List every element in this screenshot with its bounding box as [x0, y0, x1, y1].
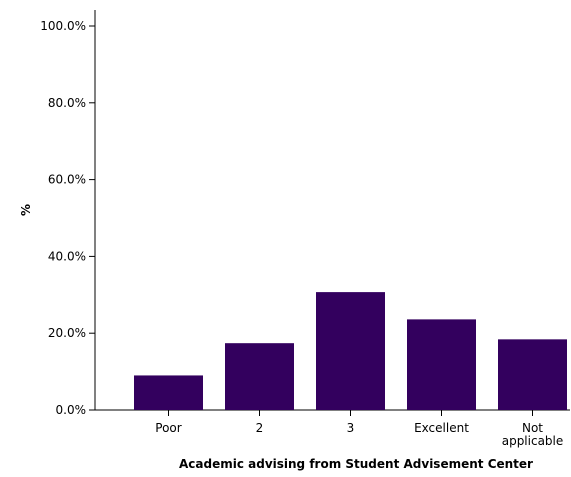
x-axis-tick-labels: Poor 2 3 Excellent Not applicable	[155, 410, 563, 448]
bar	[316, 292, 385, 410]
y-tick-label: 80.0%	[48, 96, 86, 110]
x-tick-label: 2	[256, 421, 264, 435]
x-tick-label: 3	[347, 421, 355, 435]
bars-group	[134, 292, 567, 410]
bar	[407, 319, 476, 410]
x-tick-label: Excellent	[414, 421, 469, 435]
y-tick-label: 20.0%	[48, 326, 86, 340]
y-tick-label: 60.0%	[48, 173, 86, 187]
bar	[498, 339, 567, 410]
x-tick-label: Not applicable	[502, 421, 564, 448]
y-axis-ticks: 0.0% 20.0% 40.0% 60.0% 80.0% 100.0%	[40, 19, 95, 417]
y-tick-label: 40.0%	[48, 249, 86, 263]
y-tick-label: 100.0%	[40, 19, 86, 33]
x-axis-title: Academic advising from Student Advisemen…	[179, 457, 533, 471]
y-tick-label: 0.0%	[56, 403, 87, 417]
bar	[134, 375, 203, 410]
y-axis-title: %	[19, 204, 33, 216]
bar	[225, 343, 294, 410]
x-tick-label: Poor	[155, 421, 181, 435]
